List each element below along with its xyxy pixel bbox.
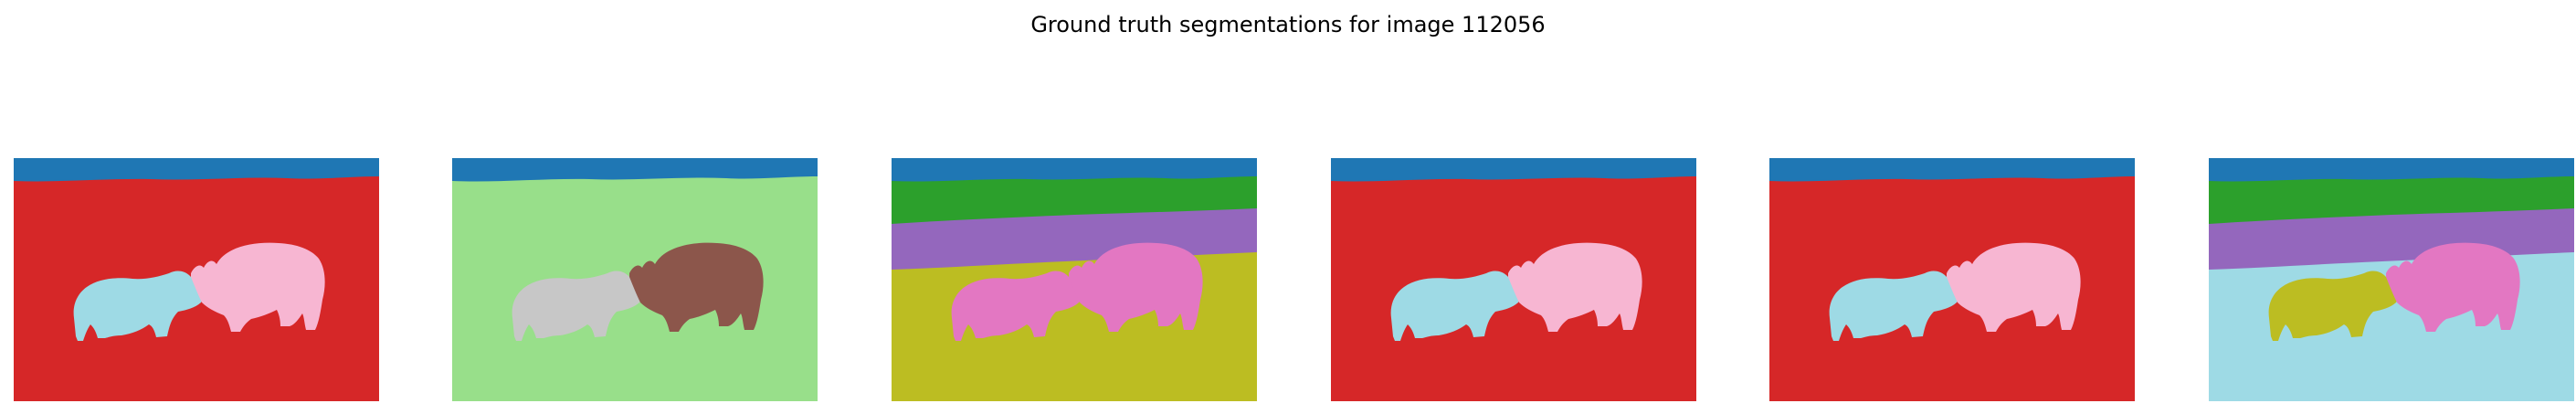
segmentation-canvas-2 — [452, 158, 818, 401]
left-animal-region — [1829, 271, 1960, 341]
segmentation-canvas-4 — [1331, 158, 1696, 401]
segmentation-canvas-6 — [2209, 158, 2574, 401]
segmentation-panel-6 — [2209, 158, 2574, 401]
segmentation-panel-1 — [14, 158, 379, 401]
segmentation-canvas-1 — [14, 158, 379, 401]
upper-band-region — [2209, 175, 2574, 224]
right-animal-region — [1069, 242, 1203, 332]
sky-region — [2209, 158, 2574, 182]
right-animal-region — [2386, 242, 2520, 332]
segmentation-canvas-5 — [1769, 158, 2135, 401]
left-animal-region — [951, 271, 1082, 341]
right-animal-region — [629, 242, 764, 332]
sky-region — [892, 158, 1257, 182]
right-animal-region — [1508, 242, 1642, 332]
sky-region — [1769, 158, 2135, 182]
right-animal-region — [191, 242, 325, 332]
segmentation-canvas-3 — [892, 158, 1257, 401]
sky-region — [1331, 158, 1696, 182]
left-animal-region — [1390, 271, 1522, 341]
right-animal-region — [1947, 242, 2081, 332]
segmentation-panel-5 — [1769, 158, 2135, 401]
sky-region — [14, 158, 379, 182]
segmentation-panel-4 — [1331, 158, 1696, 401]
segmentation-panel-2 — [452, 158, 818, 401]
left-animal-region — [512, 271, 643, 341]
sky-region — [452, 158, 818, 182]
left-animal-region — [2268, 271, 2400, 341]
segmentation-panel-3 — [892, 158, 1257, 401]
upper-band-region — [892, 175, 1257, 224]
figure-title: Ground truth segmentations for image 112… — [1030, 12, 1546, 37]
left-animal-region — [73, 271, 205, 341]
